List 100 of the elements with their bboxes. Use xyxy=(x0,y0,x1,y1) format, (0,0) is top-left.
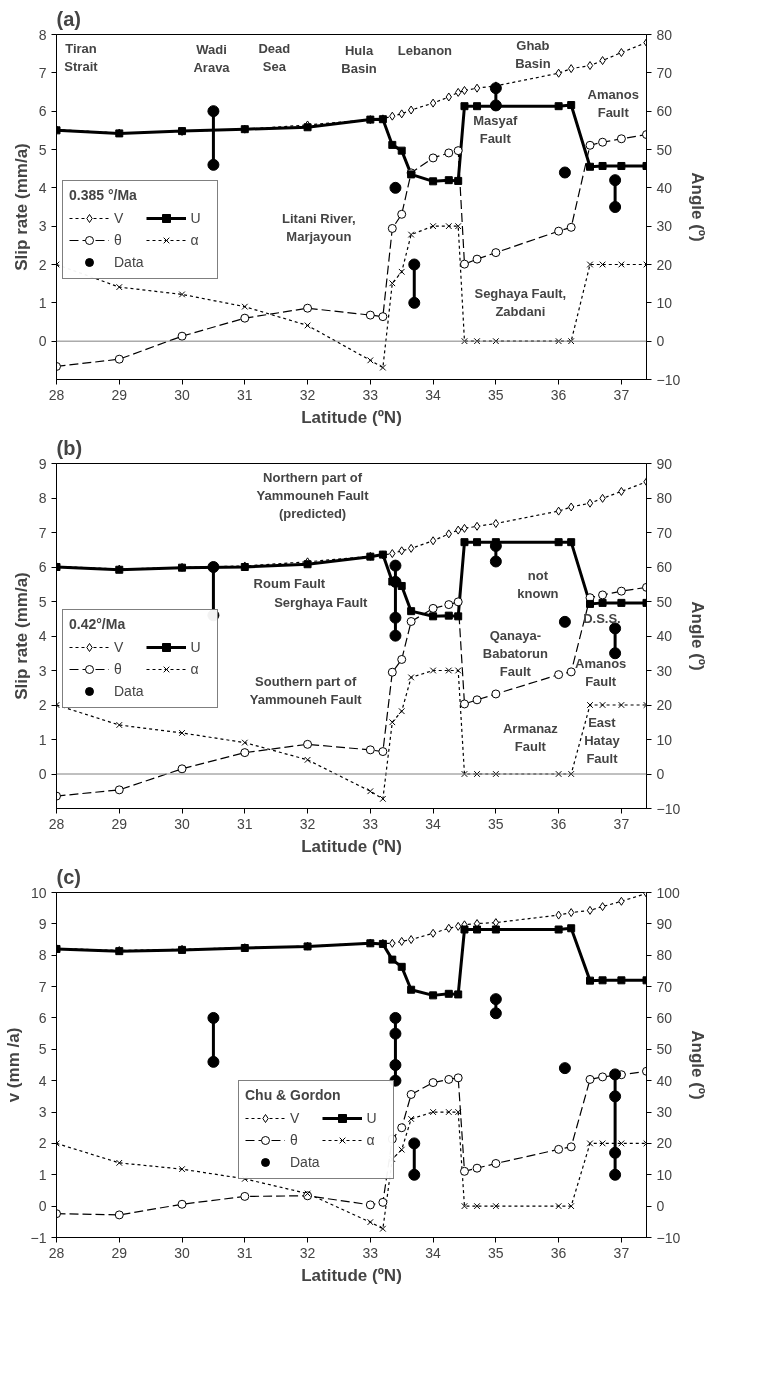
y-tick-label: 7 xyxy=(38,524,47,541)
y-tick-label: 5 xyxy=(38,593,47,610)
chart-title: (b) xyxy=(56,436,83,459)
y2-tick-label: 40 xyxy=(656,1072,673,1089)
y-tick-label: 8 xyxy=(38,490,47,506)
y2-tick-label: 70 xyxy=(656,978,673,995)
legend-label: V xyxy=(290,1110,301,1126)
annotation: Qanaya- Babatorun Fault xyxy=(482,628,548,680)
x-tick-label: 35 xyxy=(488,386,504,403)
x-tick-label: 32 xyxy=(299,1244,316,1261)
y-tick-label: 0 xyxy=(38,766,47,782)
annotation: Tiran Strait xyxy=(64,41,99,75)
x-tick-label: 29 xyxy=(111,815,128,832)
y2-tick-label: 20 xyxy=(656,697,673,713)
annotation: Wadi Arava xyxy=(193,42,231,76)
y-tick-label: 7 xyxy=(38,64,47,81)
x-axis-title: Latitude (ºN) xyxy=(301,836,402,856)
x-tick-label: 31 xyxy=(237,815,253,832)
y2-tick-label: 40 xyxy=(656,628,673,644)
y2-axis-title: Angle (º) xyxy=(688,1030,708,1100)
y2-axis-title: Angle (º) xyxy=(688,601,708,671)
annotation: Amanos Fault xyxy=(575,655,627,689)
x-tick-label: 34 xyxy=(425,815,442,832)
x-axis-title: Latitude (ºN) xyxy=(301,1265,402,1285)
legend-title: 0.42°/Ma xyxy=(69,616,127,632)
chart-title: (a) xyxy=(56,7,81,30)
y-tick-label: 1 xyxy=(38,1166,47,1183)
legend-label: Data xyxy=(114,254,144,270)
y2-tick-label: 30 xyxy=(656,662,673,679)
y2-tick-label: −10 xyxy=(656,800,681,817)
annotation: Ghab Basin xyxy=(515,38,551,72)
annotation: Armanaz Fault xyxy=(502,720,559,754)
legend-label: U xyxy=(366,1110,378,1126)
annotation: D.S.S. xyxy=(583,611,621,627)
x-tick-label: 29 xyxy=(111,1244,128,1261)
x-tick-label: 29 xyxy=(111,386,128,403)
x-tick-label: 33 xyxy=(362,386,379,403)
legend-label: θ xyxy=(290,1132,299,1148)
legend-label: U xyxy=(190,639,202,655)
y2-tick-label: 0 xyxy=(656,1198,665,1215)
legend-label: V xyxy=(114,210,125,226)
y2-tick-label: 50 xyxy=(656,141,673,158)
y-tick-label: 1 xyxy=(38,294,47,311)
y-tick-label: 5 xyxy=(38,141,47,158)
y2-tick-label: 10 xyxy=(656,731,673,748)
y-tick-label: 8 xyxy=(38,26,47,43)
y-tick-label: 3 xyxy=(38,662,47,679)
legend-title: 0.385 °/Ma xyxy=(69,187,138,203)
x-tick-label: 37 xyxy=(613,386,630,403)
y-axis-title: v (mm /a) xyxy=(3,1027,23,1103)
y2-tick-label: 0 xyxy=(656,333,665,350)
annotation: Serghaya Fault xyxy=(274,594,369,610)
y2-tick-label: 0 xyxy=(656,766,665,782)
x-tick-label: 28 xyxy=(48,1244,65,1261)
y2-tick-label: 70 xyxy=(656,524,673,541)
y2-tick-label: 60 xyxy=(656,1009,673,1026)
y-tick-label: 2 xyxy=(38,697,47,713)
x-tick-label: 30 xyxy=(174,815,191,832)
x-tick-label: 34 xyxy=(425,1244,442,1261)
legend-label: α xyxy=(366,1132,376,1148)
y2-tick-label: 70 xyxy=(656,64,673,81)
y2-tick-label: 60 xyxy=(656,559,673,575)
x-tick-label: 34 xyxy=(425,386,442,403)
x-tick-label: 35 xyxy=(488,815,504,832)
x-tick-label: 28 xyxy=(48,386,65,403)
y2-tick-label: 40 xyxy=(656,179,673,196)
legend-label: α xyxy=(190,661,200,677)
y-tick-label: 4 xyxy=(38,1072,47,1089)
x-axis-title: Latitude (ºN) xyxy=(301,407,402,427)
annotation: Litani River, Marjayoun xyxy=(282,211,356,245)
legend-label: V xyxy=(114,639,125,655)
y-tick-label: 10 xyxy=(30,884,47,901)
annotation: Lebanon xyxy=(397,42,453,58)
legend-label: U xyxy=(190,210,202,226)
annotation: Roum Fault xyxy=(253,576,326,592)
legend-label: θ xyxy=(114,661,123,677)
y2-tick-label: 30 xyxy=(656,218,673,235)
x-tick-label: 30 xyxy=(174,386,191,403)
y2-tick-label: 80 xyxy=(656,947,673,964)
annotation: East Hatay Fault xyxy=(584,715,621,767)
y-tick-label: 4 xyxy=(38,179,47,196)
x-tick-label: 31 xyxy=(237,1244,253,1261)
y-tick-label: 0 xyxy=(38,1198,47,1215)
annotation: Southern part of Yammouneh Fault xyxy=(249,674,363,708)
y-tick-label: 2 xyxy=(38,1135,47,1152)
annotation: not known xyxy=(517,568,559,602)
y-axis-title: Slip rate (mm/a) xyxy=(11,143,31,271)
y-tick-label: 9 xyxy=(38,455,47,472)
y-tick-label: 3 xyxy=(38,218,47,235)
y-tick-label: 1 xyxy=(38,731,47,748)
y-tick-label: 3 xyxy=(38,1104,47,1121)
x-tick-label: 33 xyxy=(362,815,379,832)
annotation: Hula Basin xyxy=(341,42,377,76)
y-tick-label: 2 xyxy=(38,256,47,273)
y2-tick-label: 10 xyxy=(656,294,673,311)
x-tick-label: 31 xyxy=(237,386,253,403)
x-tick-label: 28 xyxy=(48,815,65,832)
x-tick-label: 36 xyxy=(550,1244,567,1261)
legend-label: Data xyxy=(290,1154,320,1170)
legend-label: α xyxy=(190,232,200,248)
